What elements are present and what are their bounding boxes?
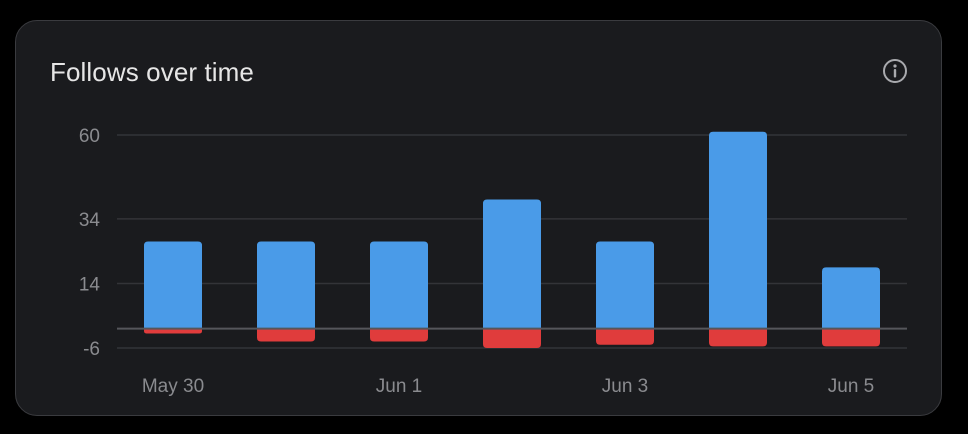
y-tick-label: 14 <box>79 274 101 295</box>
bars <box>144 131 880 348</box>
follows-bar[interactable] <box>483 199 541 329</box>
unfollows-bar[interactable] <box>709 328 767 347</box>
unfollows-bar[interactable] <box>257 328 315 342</box>
info-icon[interactable] <box>882 58 908 84</box>
y-axis-ticks: -6 14 34 60 <box>79 126 101 360</box>
x-tick-label: May 30 <box>142 376 204 397</box>
follows-bar[interactable] <box>144 241 202 329</box>
unfollows-bar[interactable] <box>483 328 541 348</box>
follows-bar[interactable] <box>709 131 767 329</box>
y-tick-label: 34 <box>79 210 101 231</box>
unfollows-bar[interactable] <box>144 328 202 334</box>
follows-bar[interactable] <box>596 241 654 329</box>
follows-bar[interactable] <box>370 241 428 329</box>
x-tick-label: Jun 1 <box>376 376 422 397</box>
card-title: Follows over time <box>50 57 254 87</box>
x-axis-ticks: May 30 Jun 1 Jun 3 Jun 5 <box>142 376 874 397</box>
unfollows-bar[interactable] <box>370 328 428 342</box>
unfollows-bar[interactable] <box>822 328 880 347</box>
follows-bar[interactable] <box>257 241 315 329</box>
follows-bar[interactable] <box>822 267 880 329</box>
follows-card: Follows over time <box>15 20 942 416</box>
y-tick-label: -6 <box>83 339 100 360</box>
y-tick-label: 60 <box>79 126 100 147</box>
x-tick-label: Jun 3 <box>602 376 648 397</box>
unfollows-bar[interactable] <box>596 328 654 345</box>
x-tick-label: Jun 5 <box>828 376 874 397</box>
